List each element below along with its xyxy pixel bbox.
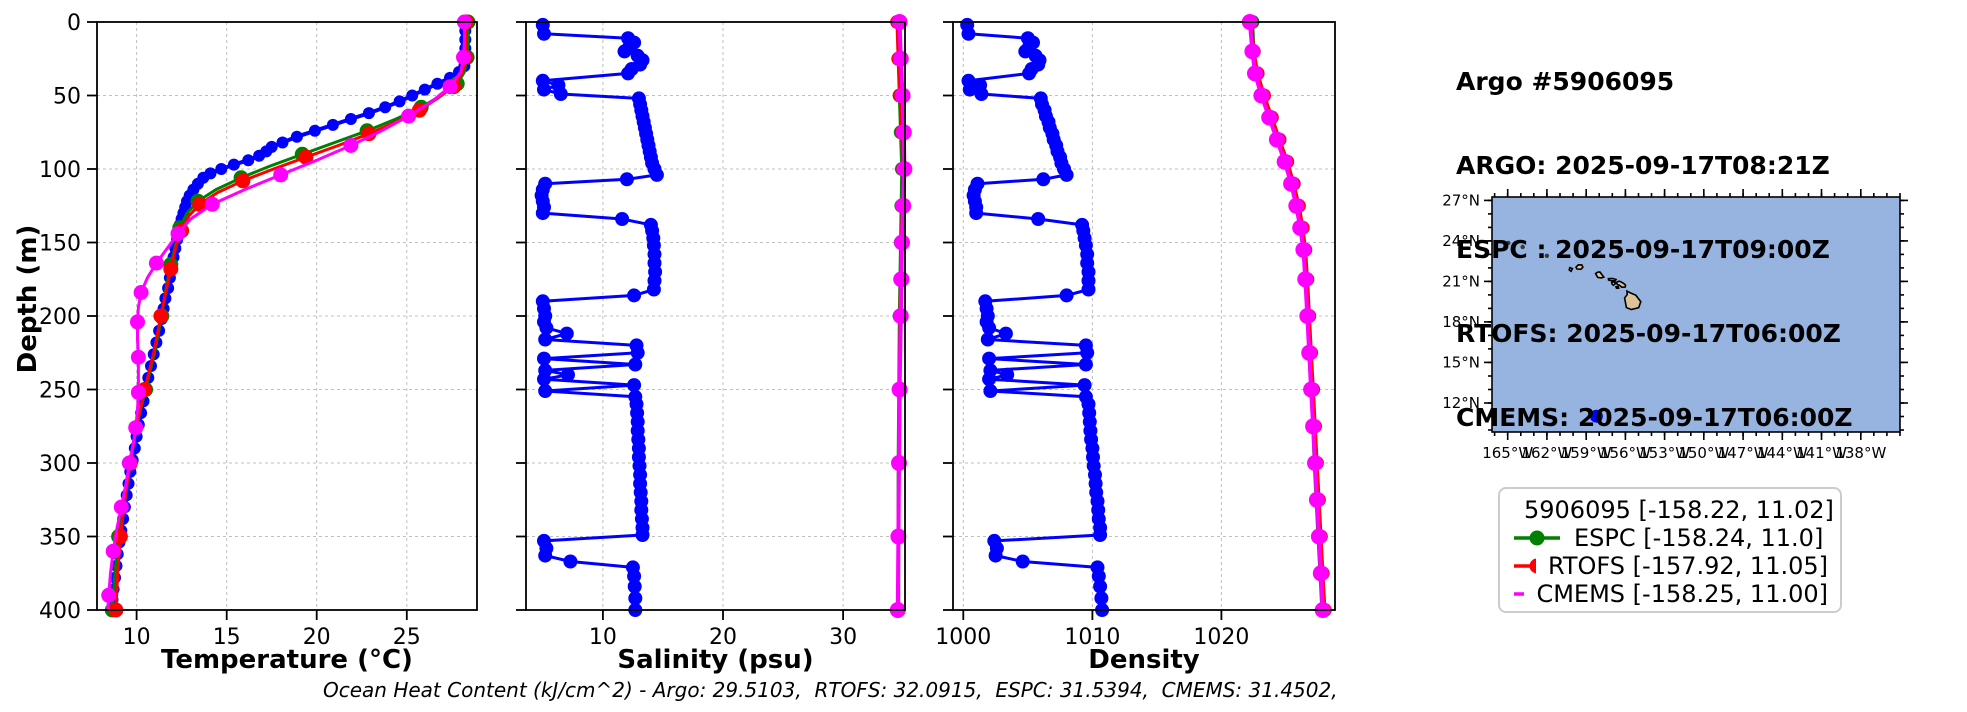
temperature-axis-label: Temperature (°C) bbox=[161, 645, 413, 675]
svg-text:20: 20 bbox=[709, 625, 737, 650]
info-line-espc-time: ESPC : 2025-09-17T09:00Z bbox=[1456, 235, 1830, 264]
legend-line-icon bbox=[1514, 530, 1560, 546]
legend: 5906095 [-158.22, 11.02] ESPC [-158.24, … bbox=[1498, 487, 1842, 613]
legend-item: ESPC [-158.24, 11.0] bbox=[1512, 524, 1828, 552]
svg-text:10: 10 bbox=[123, 625, 151, 650]
svg-text:50: 50 bbox=[53, 85, 81, 110]
svg-text:1010: 1010 bbox=[1064, 625, 1120, 650]
svg-text:300: 300 bbox=[39, 452, 81, 477]
svg-text:15°N: 15°N bbox=[1442, 353, 1480, 371]
island bbox=[1607, 277, 1618, 282]
svg-text:24°N: 24°N bbox=[1442, 232, 1480, 250]
density-chart: 1000 1010 1020 bbox=[935, 14, 1336, 650]
svg-text:12°N: 12°N bbox=[1442, 394, 1480, 412]
svg-text:30: 30 bbox=[829, 625, 857, 650]
svg-text:350: 350 bbox=[39, 526, 81, 551]
island bbox=[1614, 285, 1620, 290]
svg-text:25: 25 bbox=[393, 625, 421, 650]
svg-text:156°W: 156°W bbox=[1600, 444, 1651, 462]
svg-text:400: 400 bbox=[39, 599, 81, 624]
salinity-chart: 10 20 30 bbox=[516, 14, 913, 650]
info-line-argo-id: Argo #5906095 bbox=[1456, 67, 1675, 96]
info-line-cmems-time: CMEMS: 2025-09-17T06:00Z bbox=[1456, 403, 1853, 432]
svg-text:18°N: 18°N bbox=[1442, 313, 1480, 331]
info-line-argo-time: ARGO: 2025-09-17T08:21Z bbox=[1456, 151, 1830, 180]
svg-text:165°W: 165°W bbox=[1482, 444, 1533, 462]
island bbox=[1610, 280, 1617, 287]
svg-text:138°W: 138°W bbox=[1835, 444, 1886, 462]
svg-text:141°W: 141°W bbox=[1796, 444, 1847, 462]
float-info-block: Argo #5906095 ARGO: 2025-09-17T08:21Z ES… bbox=[1456, 12, 1853, 488]
legend-item: RTOFS [-157.92, 11.05] bbox=[1512, 552, 1828, 580]
islet bbox=[1544, 253, 1550, 258]
info-line-rtofs-time: RTOFS: 2025-09-17T06:00Z bbox=[1456, 319, 1841, 348]
svg-text:147°W: 147°W bbox=[1718, 444, 1769, 462]
svg-text:15: 15 bbox=[213, 625, 241, 650]
island bbox=[1615, 280, 1627, 289]
legend-item: CMEMS [-158.25, 11.00] bbox=[1512, 580, 1828, 608]
legend-item-label: 5906095 [-158.22, 11.02] bbox=[1524, 496, 1834, 524]
svg-text:10: 10 bbox=[589, 625, 617, 650]
svg-text:100: 100 bbox=[39, 158, 81, 183]
svg-text:250: 250 bbox=[39, 379, 81, 404]
svg-text:1020: 1020 bbox=[1193, 625, 1249, 650]
svg-text:20: 20 bbox=[303, 625, 331, 650]
svg-text:200: 200 bbox=[39, 305, 81, 330]
svg-text:162°W: 162°W bbox=[1521, 444, 1572, 462]
island bbox=[1575, 263, 1584, 271]
island bbox=[1568, 266, 1574, 273]
salinity-axis-label: Salinity (psu) bbox=[617, 645, 814, 675]
island bbox=[1623, 289, 1642, 311]
svg-text:150°W: 150°W bbox=[1678, 444, 1729, 462]
svg-text:153°W: 153°W bbox=[1639, 444, 1690, 462]
svg-text:1000: 1000 bbox=[935, 625, 991, 650]
legend-line-icon bbox=[1514, 592, 1525, 596]
svg-text:144°W: 144°W bbox=[1757, 444, 1808, 462]
legend-item: 5906095 [-158.22, 11.02] bbox=[1512, 496, 1834, 524]
legend-item-label: ESPC [-158.24, 11.0] bbox=[1574, 524, 1824, 552]
depth-axis-label: Depth (m) bbox=[13, 224, 43, 374]
islet bbox=[1506, 240, 1511, 246]
svg-text:27°N: 27°N bbox=[1442, 191, 1480, 209]
legend-item-label: RTOFS [-157.92, 11.05] bbox=[1547, 552, 1828, 580]
islet bbox=[1520, 244, 1525, 250]
svg-text:159°W: 159°W bbox=[1561, 444, 1612, 462]
map: 165°W162°W159°W156°W153°W150°W147°W144°W… bbox=[1442, 189, 1908, 462]
legend-item-label: CMEMS [-158.25, 11.00] bbox=[1536, 580, 1828, 608]
svg-text:150: 150 bbox=[39, 232, 81, 257]
legend-line-icon bbox=[1514, 558, 1536, 574]
density-axis-label: Density bbox=[1088, 645, 1200, 675]
island bbox=[1594, 271, 1606, 279]
svg-text:0: 0 bbox=[67, 11, 81, 36]
svg-text:21°N: 21°N bbox=[1442, 272, 1480, 290]
float-marker bbox=[1589, 409, 1603, 423]
ohc-caption: Ocean Heat Content (kJ/cm^2) - Argo: 29.… bbox=[323, 678, 1338, 702]
